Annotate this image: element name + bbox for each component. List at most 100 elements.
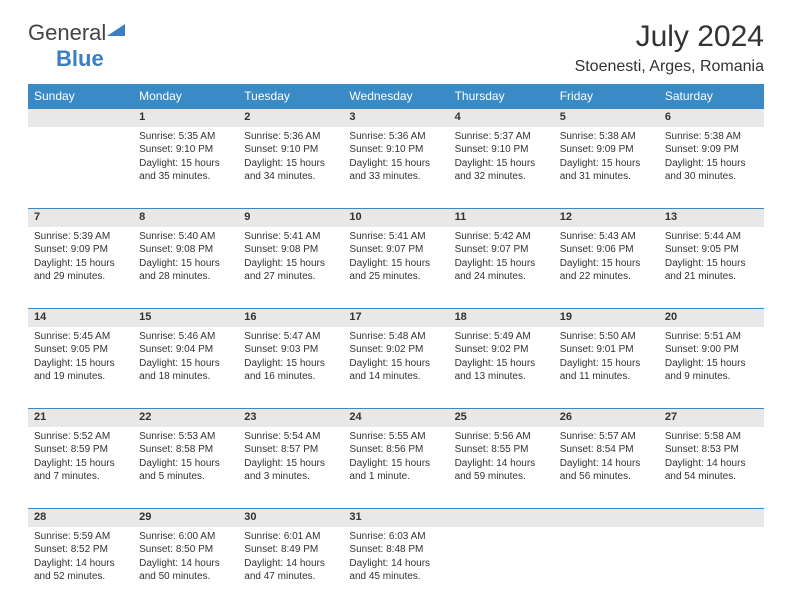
daylight-text: Daylight: 15 hours and 16 minutes. (244, 357, 337, 384)
sunset-text: Sunset: 8:54 PM (560, 443, 653, 457)
day-number: 6 (659, 109, 764, 127)
calendar-table: Sunday Monday Tuesday Wednesday Thursday… (28, 84, 764, 609)
sunrise-text: Sunrise: 5:47 AM (244, 330, 337, 344)
sunset-text: Sunset: 9:09 PM (560, 143, 653, 157)
day-number (28, 109, 133, 127)
day-number: 11 (449, 209, 554, 227)
day-cell: Sunrise: 5:40 AMSunset: 9:08 PMDaylight:… (133, 227, 238, 309)
daylight-text: Daylight: 15 hours and 7 minutes. (34, 457, 127, 484)
day-cell (28, 127, 133, 209)
day-number: 9 (238, 209, 343, 227)
sunrise-text: Sunrise: 5:46 AM (139, 330, 232, 344)
day-cell: Sunrise: 5:48 AMSunset: 9:02 PMDaylight:… (343, 327, 448, 409)
daylight-text: Daylight: 15 hours and 5 minutes. (139, 457, 232, 484)
week-content-row: Sunrise: 5:35 AMSunset: 9:10 PMDaylight:… (28, 127, 764, 209)
sunset-text: Sunset: 9:02 PM (455, 343, 548, 357)
day-cell: Sunrise: 5:45 AMSunset: 9:05 PMDaylight:… (28, 327, 133, 409)
sunset-text: Sunset: 9:06 PM (560, 243, 653, 257)
month-title: July 2024 (575, 20, 764, 54)
col-saturday: Saturday (659, 84, 764, 109)
sunset-text: Sunset: 9:00 PM (665, 343, 758, 357)
week-daynum-row: 123456 (28, 109, 764, 127)
day-number (659, 509, 764, 527)
sunrise-text: Sunrise: 5:53 AM (139, 430, 232, 444)
day-number: 16 (238, 309, 343, 327)
sunrise-text: Sunrise: 5:36 AM (244, 130, 337, 144)
day-cell: Sunrise: 5:38 AMSunset: 9:09 PMDaylight:… (659, 127, 764, 209)
daylight-text: Daylight: 15 hours and 22 minutes. (560, 257, 653, 284)
day-number (449, 509, 554, 527)
sunrise-text: Sunrise: 5:38 AM (665, 130, 758, 144)
day-number: 18 (449, 309, 554, 327)
sunrise-text: Sunrise: 6:01 AM (244, 530, 337, 544)
sunrise-text: Sunrise: 5:56 AM (455, 430, 548, 444)
day-number: 14 (28, 309, 133, 327)
week-content-row: Sunrise: 5:39 AMSunset: 9:09 PMDaylight:… (28, 227, 764, 309)
week-content-row: Sunrise: 5:45 AMSunset: 9:05 PM Daylight:… (28, 327, 764, 409)
sunset-text: Sunset: 9:05 PM (34, 343, 127, 357)
day-cell: Sunrise: 5:38 AMSunset: 9:09 PMDaylight:… (554, 127, 659, 209)
day-cell: Sunrise: 5:56 AMSunset: 8:55 PMDaylight:… (449, 427, 554, 509)
day-number: 20 (659, 309, 764, 327)
sunset-text: Sunset: 9:09 PM (34, 243, 127, 257)
day-cell: Sunrise: 5:36 AMSunset: 9:10 PMDaylight:… (343, 127, 448, 209)
daylight-text: Daylight: 14 hours and 47 minutes. (244, 557, 337, 584)
sunrise-text: Sunrise: 5:57 AM (560, 430, 653, 444)
sunset-text: Sunset: 9:10 PM (244, 143, 337, 157)
sunrise-text: Sunrise: 5:37 AM (455, 130, 548, 144)
sunrise-text: Sunrise: 5:40 AM (139, 230, 232, 244)
day-number: 24 (343, 409, 448, 427)
location: Stoenesti, Arges, Romania (575, 58, 764, 76)
sunset-text: Sunset: 8:48 PM (349, 543, 442, 557)
daylight-text: Daylight: 15 hours and 27 minutes. (244, 257, 337, 284)
day-cell: Sunrise: 5:58 AMSunset: 8:53 PMDaylight:… (659, 427, 764, 509)
daylight-text: Daylight: 15 hours and 21 minutes. (665, 257, 758, 284)
sunset-text: Sunset: 9:08 PM (139, 243, 232, 257)
brand-part1: General (28, 20, 106, 45)
day-cell (554, 527, 659, 609)
day-number: 5 (554, 109, 659, 127)
sunrise-text: Sunrise: 5:45 AM (34, 330, 127, 344)
day-cell: Sunrise: 5:53 AMSunset: 8:58 PMDaylight:… (133, 427, 238, 509)
sunrise-text: Sunrise: 5:55 AM (349, 430, 442, 444)
sunset-text: Sunset: 9:10 PM (349, 143, 442, 157)
daylight-text: Daylight: 14 hours and 50 minutes. (139, 557, 232, 584)
day-number: 30 (238, 509, 343, 527)
daylight-text: Daylight: 15 hours and 9 minutes. (665, 357, 758, 384)
day-cell: Sunrise: 5:41 AMSunset: 9:07 PMDaylight:… (343, 227, 448, 309)
sunrise-text: Sunrise: 5:49 AM (455, 330, 548, 344)
col-wednesday: Wednesday (343, 84, 448, 109)
weekday-header-row: Sunday Monday Tuesday Wednesday Thursday… (28, 84, 764, 109)
day-number: 27 (659, 409, 764, 427)
sunrise-text: Sunrise: 5:35 AM (139, 130, 232, 144)
daylight-text: Daylight: 14 hours and 45 minutes. (349, 557, 442, 584)
daylight-text: Daylight: 15 hours and 31 minutes. (560, 157, 653, 184)
day-cell: Sunrise: 5:47 AMSunset: 9:03 PMDaylight:… (238, 327, 343, 409)
sunset-text: Sunset: 8:55 PM (455, 443, 548, 457)
week-content-row: Sunrise: 5:59 AMSunset: 8:52 PMDaylight:… (28, 527, 764, 609)
daylight-text: Daylight: 15 hours and 33 minutes. (349, 157, 442, 184)
sunset-text: Sunset: 9:02 PM (349, 343, 442, 357)
day-cell: Sunrise: 6:00 AMSunset: 8:50 PMDaylight:… (133, 527, 238, 609)
day-number: 10 (343, 209, 448, 227)
brand-logo: General Blue (28, 20, 125, 72)
day-cell: Sunrise: 5:57 AMSunset: 8:54 PMDaylight:… (554, 427, 659, 509)
logo-triangle-icon (107, 24, 125, 36)
sunrise-text: Sunrise: 5:59 AM (34, 530, 127, 544)
day-number (554, 509, 659, 527)
sunrise-text: Sunrise: 6:00 AM (139, 530, 232, 544)
sunrise-text: Sunrise: 6:03 AM (349, 530, 442, 544)
week-daynum-row: 21222324252627 (28, 409, 764, 427)
day-cell: Sunrise: 5:37 AMSunset: 9:10 PMDaylight:… (449, 127, 554, 209)
day-number: 3 (343, 109, 448, 127)
sunrise-text: Sunrise: 5:44 AM (665, 230, 758, 244)
week-daynum-row: 28293031 (28, 509, 764, 527)
day-cell: Sunrise: 5:44 AMSunset: 9:05 PMDaylight:… (659, 227, 764, 309)
sunrise-text: Sunrise: 5:38 AM (560, 130, 653, 144)
day-cell (449, 527, 554, 609)
sunset-text: Sunset: 8:56 PM (349, 443, 442, 457)
sunrise-text: Sunrise: 5:48 AM (349, 330, 442, 344)
sunrise-text: Sunrise: 5:43 AM (560, 230, 653, 244)
day-cell: Sunrise: 5:41 AMSunset: 9:08 PMDaylight:… (238, 227, 343, 309)
sunrise-text: Sunrise: 5:54 AM (244, 430, 337, 444)
